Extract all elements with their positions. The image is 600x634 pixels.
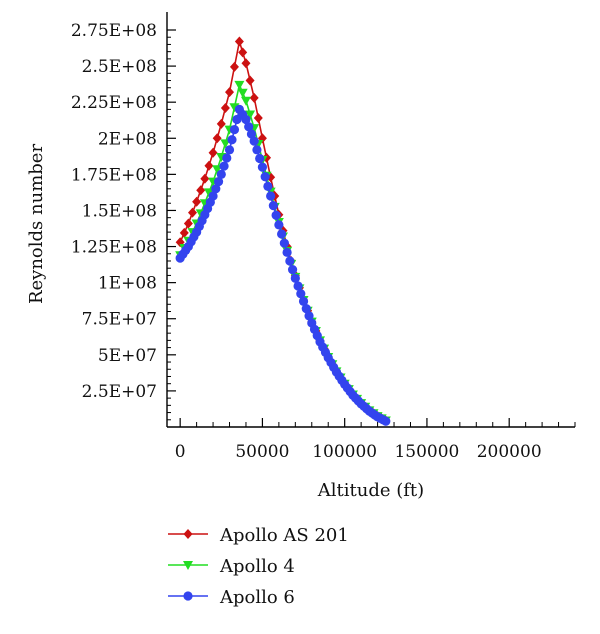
x-tick-label: 100000 (312, 442, 377, 462)
data-point (208, 147, 218, 158)
legend-label: Apollo 4 (219, 556, 295, 577)
data-point (188, 207, 197, 218)
y-tick-label: 7.5E+07 (82, 310, 157, 330)
legend-marker (183, 529, 193, 539)
data-point (271, 210, 281, 220)
data-point (229, 61, 239, 72)
y-tick-label: 2.5E+08 (82, 57, 157, 77)
y-tick-label: 2E+08 (98, 129, 157, 149)
x-tick-label: 200000 (477, 442, 542, 462)
data-point (240, 96, 251, 106)
data-point (203, 188, 214, 198)
data-point (216, 118, 226, 129)
data-point (224, 145, 235, 155)
data-point (179, 227, 189, 238)
data-point (282, 247, 292, 257)
series-3 (175, 104, 391, 426)
y-tick-label: 2.75E+08 (71, 21, 157, 41)
data-point (245, 75, 255, 86)
x-tick-label: 50000 (235, 442, 289, 462)
data-point (287, 265, 298, 275)
legend-marker (183, 591, 193, 601)
data-point (183, 218, 193, 229)
legend-item: Apollo 4 (168, 556, 295, 577)
legend-label: Apollo AS 201 (219, 525, 349, 546)
y-tick-label: 1.5E+08 (82, 201, 157, 221)
data-point (252, 145, 262, 155)
data-point (249, 136, 259, 146)
series-line (179, 107, 387, 422)
data-point (212, 133, 222, 144)
data-point (241, 58, 251, 69)
legend-item: Apollo AS 201 (168, 525, 349, 546)
data-point (220, 102, 230, 113)
data-point (234, 36, 244, 47)
data-point (222, 153, 232, 163)
data-point (257, 162, 268, 172)
data-point (263, 181, 273, 191)
y-tick-label: 5E+07 (98, 346, 157, 366)
data-point (219, 161, 229, 171)
data-point (266, 191, 276, 201)
data-point (301, 304, 311, 314)
data-point (237, 88, 248, 98)
data-point (213, 176, 224, 187)
x-tick-label: 0 (175, 442, 186, 462)
data-point (244, 122, 254, 132)
legend-item: Apollo 6 (168, 587, 295, 608)
data-point (245, 110, 256, 120)
data-point (238, 47, 248, 58)
data-point (200, 173, 210, 184)
data-point (279, 238, 289, 248)
data-point (192, 196, 202, 207)
data-point (274, 220, 284, 230)
data-point (204, 160, 214, 171)
legend-label: Apollo 6 (219, 587, 295, 608)
data-point (211, 184, 221, 194)
data-point (234, 80, 245, 90)
x-axis-title: Altitude (ft) (317, 480, 424, 501)
data-point (208, 191, 218, 201)
legend-marker (183, 561, 193, 570)
data-point (227, 135, 237, 145)
data-point (381, 416, 391, 426)
data-point (253, 113, 263, 124)
data-point (225, 87, 235, 98)
data-point (229, 103, 240, 113)
y-tick-label: 1.25E+08 (71, 238, 157, 258)
data-point (290, 273, 300, 283)
data-point (229, 125, 240, 135)
data-point (304, 311, 314, 321)
x-tick-label: 150000 (394, 442, 459, 462)
data-point (246, 129, 257, 139)
y-tick-label: 2.25E+08 (71, 93, 157, 113)
y-axis-title: Reynolds number (26, 144, 47, 304)
data-point (296, 289, 306, 299)
data-point (268, 201, 278, 211)
y-tick-label: 2.5E+07 (82, 382, 157, 402)
data-point (285, 256, 295, 266)
data-point (249, 92, 259, 103)
data-point (298, 296, 309, 307)
series-layer (175, 36, 391, 426)
data-point (196, 185, 206, 196)
data-point (255, 153, 265, 164)
data-point (216, 169, 226, 179)
y-tick-label: 1E+08 (98, 274, 157, 294)
data-point (277, 229, 287, 239)
data-point (293, 281, 303, 291)
data-point (260, 172, 270, 182)
y-tick-label: 1.75E+08 (71, 165, 157, 185)
legend: Apollo AS 201 Apollo 4 Apollo 6 (168, 525, 349, 608)
data-point (241, 114, 251, 125)
axes: 2.5E+07 5E+07 7.5E+07 1E+08 1.25E+08 1.5E+08 1… (71, 12, 576, 462)
